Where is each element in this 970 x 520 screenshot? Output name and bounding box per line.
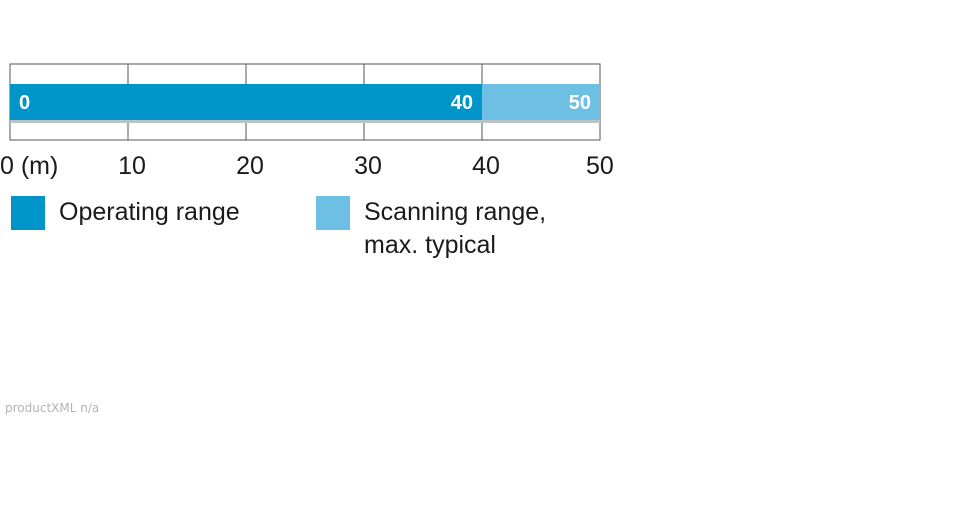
- tick-label-20: 20: [236, 152, 264, 180]
- tick-label-50: 50: [586, 152, 614, 180]
- tick-label-30: 30: [354, 152, 382, 180]
- range-bars: [10, 84, 600, 123]
- bar-label-start: 0: [19, 92, 30, 114]
- legend-item-scanning-range: Scanning range, max. typical: [316, 196, 546, 262]
- bar-label-scanning-end: 50: [569, 92, 591, 114]
- legend-item-operating-range: Operating range: [11, 196, 240, 230]
- tick-labels: 0 (m) 10 20 30 40 50: [0, 152, 614, 180]
- bar-operating-range: [10, 84, 482, 120]
- range-chart: 0 40 50 0 (m) 10 20 30 40 50: [0, 63, 614, 180]
- tick-label-0: 0 (m): [0, 152, 58, 180]
- bar-baseline: [10, 120, 600, 123]
- tick-label-40: 40: [472, 152, 500, 180]
- footer-note: productXML n/a: [5, 401, 100, 415]
- bar-labels: 0 40 50: [19, 92, 591, 114]
- legend-text-operating: Operating range: [59, 198, 240, 226]
- tick-label-10: 10: [118, 152, 146, 180]
- legend-label-scanning: Scanning range, max. typical: [364, 196, 546, 262]
- legend-label-operating: Operating range: [59, 196, 240, 229]
- legend-text-scanning-line1: Scanning range,: [364, 198, 547, 226]
- legend-swatch-scanning: [316, 196, 350, 230]
- legend-text-scanning-line2: max. typical: [364, 231, 496, 259]
- legend-swatch-operating: [11, 196, 45, 230]
- bar-label-operating-end: 40: [451, 92, 473, 114]
- bar-scanning-range: [482, 84, 600, 120]
